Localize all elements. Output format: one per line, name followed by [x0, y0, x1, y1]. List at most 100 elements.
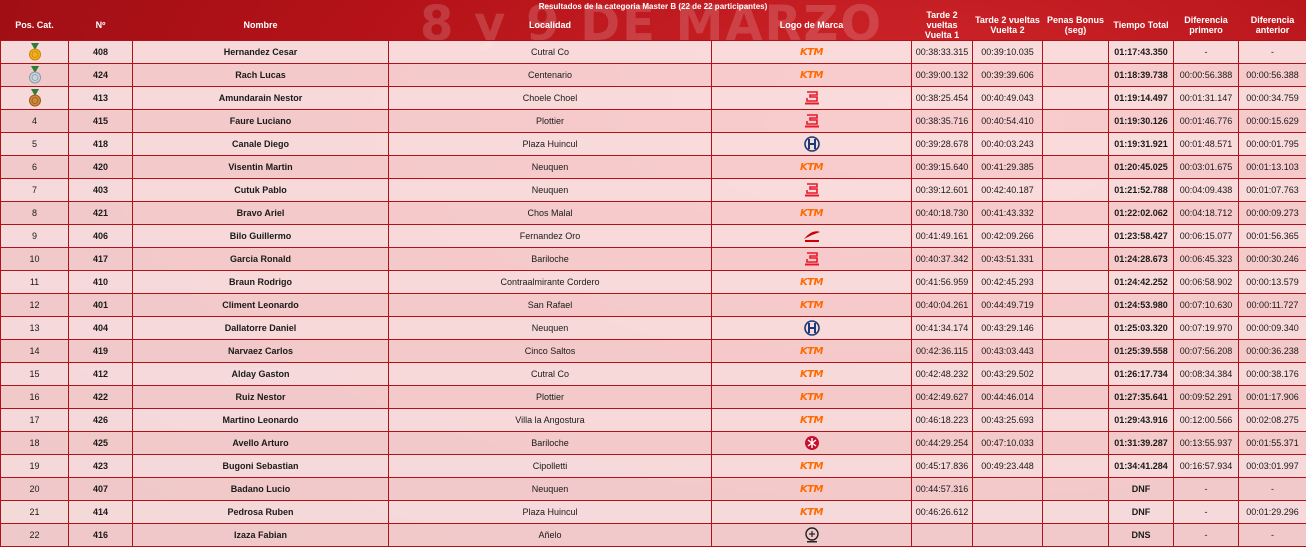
- bib-number: 422: [69, 386, 133, 409]
- lap2-time: 00:43:29.146: [973, 317, 1043, 340]
- brand-cell: [712, 179, 912, 202]
- pos-cell: 21: [1, 501, 69, 524]
- lap2-time: 00:42:09.266: [973, 225, 1043, 248]
- total-time: 01:24:53.980: [1109, 294, 1174, 317]
- pos-cell: 9: [1, 225, 69, 248]
- rider-location: Cutral Co: [389, 41, 712, 64]
- lap1-time: 00:39:15.640: [912, 156, 973, 179]
- bib-number: 421: [69, 202, 133, 225]
- rider-name: Rach Lucas: [133, 64, 389, 87]
- pos-cell: 14: [1, 340, 69, 363]
- col-header-number: Nº: [69, 10, 133, 41]
- total-time: 01:29:43.916: [1109, 409, 1174, 432]
- rider-name: Hernandez Cesar: [133, 41, 389, 64]
- lap2-time: 00:43:03.443: [973, 340, 1043, 363]
- lap2-time: 00:44:46.014: [973, 386, 1043, 409]
- penalty: [1043, 248, 1109, 271]
- ktm-logo-icon: KTM: [800, 461, 823, 472]
- penalty: [1043, 363, 1109, 386]
- pos-cell: [1, 41, 69, 64]
- pos-cell: 8: [1, 202, 69, 225]
- penalty: [1043, 432, 1109, 455]
- diff-prev: 00:01:55.371: [1239, 432, 1306, 455]
- ktm-logo-icon: KTM: [800, 369, 823, 380]
- diff-prev: 00:00:15.629: [1239, 110, 1306, 133]
- kawasaki-logo-icon: [804, 527, 820, 543]
- diff-first: 00:00:56.388: [1174, 64, 1239, 87]
- brand-cell: [712, 225, 912, 248]
- penalty: [1043, 41, 1109, 64]
- total-time: 01:25:03.320: [1109, 317, 1174, 340]
- lap2-time: 00:41:29.385: [973, 156, 1043, 179]
- diff-first: 00:01:46.776: [1174, 110, 1239, 133]
- diff-prev: 00:00:09.273: [1239, 202, 1306, 225]
- lap2-time: 00:41:43.332: [973, 202, 1043, 225]
- brand-cell: KTM: [712, 156, 912, 179]
- lap1-time: 00:38:33.315: [912, 41, 973, 64]
- rider-name: Pedrosa Ruben: [133, 501, 389, 524]
- diff-prev: 00:00:01.795: [1239, 133, 1306, 156]
- diff-first: 00:08:34.384: [1174, 363, 1239, 386]
- total-time: 01:19:31.921: [1109, 133, 1174, 156]
- ktm-logo-icon: KTM: [800, 47, 823, 58]
- bib-number: 408: [69, 41, 133, 64]
- pos-cell: 13: [1, 317, 69, 340]
- bib-number: 406: [69, 225, 133, 248]
- bib-number: 407: [69, 478, 133, 501]
- rider-name: Bravo Ariel: [133, 202, 389, 225]
- diff-prev: 00:00:36.238: [1239, 340, 1306, 363]
- rider-location: Centenario: [389, 64, 712, 87]
- rider-name: Ruiz Nestor: [133, 386, 389, 409]
- lap2-time: 00:47:10.033: [973, 432, 1043, 455]
- husqvarna-logo-icon: [804, 319, 820, 337]
- brand-cell: [712, 432, 912, 455]
- diff-first: 00:06:15.077: [1174, 225, 1239, 248]
- rider-location: Cutral Co: [389, 363, 712, 386]
- pos-cell: 12: [1, 294, 69, 317]
- col-header-name: Nombre: [133, 10, 389, 41]
- bib-number: 420: [69, 156, 133, 179]
- penalty: [1043, 225, 1109, 248]
- pos-cell: 17: [1, 409, 69, 432]
- brand-cell: [712, 248, 912, 271]
- lap2-time: 00:49:23.448: [973, 455, 1043, 478]
- pos-cell: 20: [1, 478, 69, 501]
- diff-first: -: [1174, 524, 1239, 547]
- total-time: 01:22:02.062: [1109, 202, 1174, 225]
- penalty: [1043, 179, 1109, 202]
- lap1-time: 00:42:48.232: [912, 363, 973, 386]
- lap2-time: [973, 501, 1043, 524]
- penalty: [1043, 64, 1109, 87]
- penalty: [1043, 524, 1109, 547]
- bib-number: 416: [69, 524, 133, 547]
- lap2-time: 00:42:40.187: [973, 179, 1043, 202]
- rider-location: Bariloche: [389, 248, 712, 271]
- diff-first: 00:01:31.147: [1174, 87, 1239, 110]
- brand-cell: [712, 87, 912, 110]
- total-time: 01:34:41.284: [1109, 455, 1174, 478]
- penalty: [1043, 478, 1109, 501]
- results-table: Pos. Cat. Nº Nombre Localidad Logo de Ma…: [0, 10, 1306, 547]
- rider-name: Amundarain Nestor: [133, 87, 389, 110]
- penalty: [1043, 87, 1109, 110]
- rider-name: Bilo Guillermo: [133, 225, 389, 248]
- pos-cell: 16: [1, 386, 69, 409]
- bronze-medal-icon: [28, 89, 42, 107]
- rider-name: Bugoni Sebastian: [133, 455, 389, 478]
- rider-location: Plottier: [389, 110, 712, 133]
- diff-first: 00:12:00.566: [1174, 409, 1239, 432]
- pos-cell: [1, 87, 69, 110]
- diff-first: 00:13:55.937: [1174, 432, 1239, 455]
- diff-prev: 00:00:30.246: [1239, 248, 1306, 271]
- pos-cell: 15: [1, 363, 69, 386]
- lap2-time: [973, 478, 1043, 501]
- lap1-time: 00:39:00.132: [912, 64, 973, 87]
- bib-number: 412: [69, 363, 133, 386]
